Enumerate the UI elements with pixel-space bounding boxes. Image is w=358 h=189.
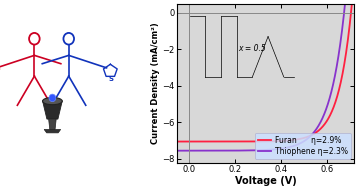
Ellipse shape — [43, 98, 62, 105]
Line: Furan      η=2.9%: Furan η=2.9% — [177, 0, 354, 142]
Furan      η=2.9% — [309, 134, 313, 137]
Thiophene η=2.3% — [309, 135, 313, 137]
X-axis label: Voltage (V): Voltage (V) — [235, 176, 297, 186]
Furan      η=2.9% — [175, 140, 179, 143]
Circle shape — [49, 94, 56, 102]
Line: Thiophene η=2.3%: Thiophene η=2.3% — [177, 0, 354, 151]
Polygon shape — [44, 129, 61, 133]
Thiophene η=2.3% — [207, 149, 211, 152]
Polygon shape — [43, 101, 62, 119]
Thiophene η=2.3% — [255, 149, 260, 151]
Furan      η=2.9% — [294, 139, 298, 141]
Furan      η=2.9% — [221, 140, 225, 143]
Legend: Furan      η=2.9%, Thiophene η=2.3%: Furan η=2.9%, Thiophene η=2.3% — [255, 133, 350, 159]
Polygon shape — [49, 119, 56, 129]
Furan      η=2.9% — [207, 140, 211, 143]
Text: S: S — [109, 76, 114, 82]
Thiophene η=2.3% — [294, 144, 298, 146]
Furan      η=2.9% — [280, 140, 284, 142]
Thiophene η=2.3% — [175, 149, 179, 152]
Furan      η=2.9% — [255, 140, 260, 143]
Text: x = 0.5: x = 0.5 — [238, 44, 266, 53]
Thiophene η=2.3% — [280, 147, 284, 150]
Y-axis label: Current Density (mA/cm²): Current Density (mA/cm²) — [151, 22, 160, 144]
Thiophene η=2.3% — [221, 149, 225, 152]
